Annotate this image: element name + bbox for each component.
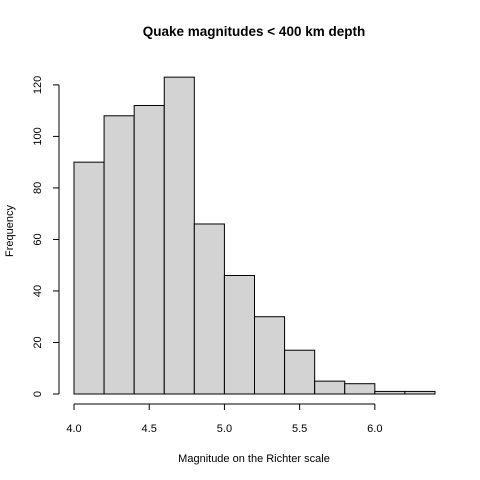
y-tick-label: 80 (32, 182, 44, 194)
histogram-bar (163, 76, 195, 395)
histogram-bar (284, 349, 316, 395)
y-axis-title: Frequency (4, 205, 16, 257)
x-tick-label: 4.0 (66, 423, 81, 435)
histogram-bar (374, 390, 406, 395)
histogram-bar (314, 380, 346, 395)
histogram-bar (344, 383, 376, 395)
bars-group (73, 76, 436, 395)
histogram-bar (103, 115, 135, 395)
x-axis: 4.0 4.5 5.0 5.5 6.0 (66, 403, 382, 435)
x-tick-label: 6.0 (367, 423, 382, 435)
histogram-bar (223, 275, 255, 395)
x-axis-title: Magnitude on the Richter scale (178, 453, 330, 465)
y-tick-label: 60 (32, 233, 44, 245)
y-axis: 0 20 40 60 80 100 120 (32, 76, 60, 397)
x-tick-label: 5.5 (292, 423, 307, 435)
x-tick-label: 5.0 (217, 423, 232, 435)
histogram-bar (133, 104, 165, 395)
chart-title: Quake magnitudes < 400 km depth (143, 24, 365, 39)
y-tick-label: 20 (32, 336, 44, 348)
histogram-bar (404, 390, 436, 395)
y-tick-label: 40 (32, 285, 44, 297)
y-tick-label: 120 (32, 76, 44, 94)
y-tick-label: 0 (32, 391, 44, 397)
histogram-bar (254, 316, 286, 395)
y-tick-label: 100 (32, 127, 44, 145)
x-tick-label: 4.5 (142, 423, 157, 435)
histogram-bar (73, 161, 105, 395)
histogram-bar (193, 223, 225, 395)
